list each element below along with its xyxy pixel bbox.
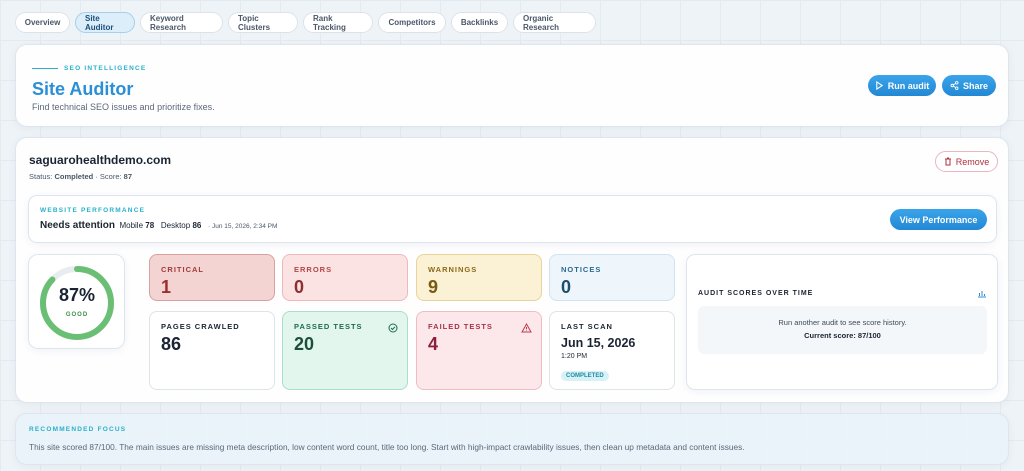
button-label: View Performance xyxy=(899,214,978,225)
eyebrow: WEBSITE PERFORMANCE xyxy=(40,207,146,214)
warning-icon xyxy=(521,320,532,338)
remove-button[interactable]: Remove xyxy=(935,151,998,172)
stat-card: WARNINGS 9 xyxy=(416,254,542,301)
mobile-score: 78 xyxy=(145,221,155,230)
icon xyxy=(521,322,532,333)
trash-icon xyxy=(944,157,951,166)
stat-label: NOTICES xyxy=(561,265,602,274)
tab[interactable]: Backlinks xyxy=(451,12,508,33)
tab[interactable]: Site Auditor xyxy=(75,12,135,33)
tab[interactable]: Competitors xyxy=(378,12,446,33)
gauge-card: 87% GOOD xyxy=(28,254,125,349)
tab[interactable]: Topic Clusters xyxy=(228,12,298,33)
gauge: 87% GOOD xyxy=(40,266,114,340)
rule xyxy=(32,68,58,69)
site-card: saguarohealthdemo.com Status: Completed … xyxy=(15,137,1009,403)
focus-card: RECOMMENDED FOCUS This site scored 87/10… xyxy=(15,413,1009,465)
tab[interactable]: Keyword Research xyxy=(140,12,223,33)
scan-status: COMPLETED xyxy=(561,371,609,381)
gauge-label: 87% xyxy=(59,285,95,305)
focus-text: This site scored 87/100. The main issues… xyxy=(29,442,745,452)
mobile-label: Mobile xyxy=(119,221,144,230)
tab[interactable]: Overview xyxy=(15,12,70,33)
status: Completed xyxy=(54,172,94,181)
domain: saguarohealthdemo.com xyxy=(29,153,172,167)
stat-label: LAST SCAN xyxy=(561,322,613,331)
view-performance-button[interactable]: View Performance xyxy=(890,209,987,230)
status-line: Status: Completed · Score: 87 xyxy=(29,172,132,181)
history-message: Run another audit to see score history. xyxy=(778,318,907,327)
eyebrow: SEO INTELLIGENCE xyxy=(64,65,147,72)
run-audit-button[interactable]: Run audit xyxy=(868,75,936,96)
history-empty: Run another audit to see score history. … xyxy=(698,306,987,354)
stat-value: 9 xyxy=(428,277,439,297)
stat-value: 86 xyxy=(161,334,182,354)
stat-value: 20 xyxy=(294,334,315,354)
chart-icon xyxy=(978,291,986,298)
score: 87 xyxy=(123,172,133,181)
stat-label: FAILED TESTS xyxy=(428,322,493,331)
performance-card: WEBSITE PERFORMANCE Needs attention Mobi… xyxy=(28,195,997,243)
subtitle: Find technical SEO issues and prioritize… xyxy=(32,102,215,112)
play-icon xyxy=(876,81,883,90)
desktop-score: 86 xyxy=(192,221,202,230)
stat-card: PAGES CRAWLED 86 xyxy=(149,311,275,390)
score-label: · Score: xyxy=(95,172,122,181)
stat-card: ERRORS 0 xyxy=(282,254,408,301)
share-button[interactable]: Share xyxy=(942,75,996,96)
stat-value: 0 xyxy=(561,277,572,297)
history-current: Current score: 87/100 xyxy=(804,331,881,340)
last-scan-card: LAST SCAN Jun 15, 2026 1:20 PM COMPLETED xyxy=(549,311,675,390)
tab[interactable]: Rank Tracking xyxy=(303,12,373,33)
page-title: Site Auditor xyxy=(32,79,134,99)
stat-label: WARNINGS xyxy=(428,265,478,274)
history-title: AUDIT SCORES OVER TIME xyxy=(698,290,814,297)
stat-card: NOTICES 0 xyxy=(549,254,675,301)
date: · Jun 15, 2026, 2:34 PM xyxy=(208,223,278,230)
stat-label: CRITICAL xyxy=(161,265,204,274)
desktop-label: Desktop xyxy=(160,221,191,230)
stat-card: CRITICAL 1 xyxy=(149,254,275,301)
stat-label: ERRORS xyxy=(294,265,333,274)
header-card: SEO INTELLIGENCE Site Auditor Find techn… xyxy=(15,44,1009,127)
tab[interactable]: Organic Research xyxy=(513,12,596,33)
stat-card: FAILED TESTS 4 xyxy=(416,311,542,390)
button-label: Run audit xyxy=(887,80,930,91)
stat-label: PAGES CRAWLED xyxy=(161,322,240,331)
stat-value: 4 xyxy=(428,334,439,354)
stat-card: PASSED TESTS 20 xyxy=(282,311,408,390)
check-icon xyxy=(388,320,398,338)
stat-value: 0 xyxy=(294,277,305,297)
stat-label: PASSED TESTS xyxy=(294,322,363,331)
button-label: Remove xyxy=(955,156,990,167)
gauge-rating: GOOD xyxy=(66,312,88,318)
status-label: Status: xyxy=(29,172,53,181)
gauge-arc xyxy=(40,266,114,340)
history-card: AUDIT SCORES OVER TIME Run another audit… xyxy=(686,254,998,390)
scan-date: Jun 15, 2026 xyxy=(561,336,636,350)
stat-value: 1 xyxy=(161,277,172,297)
focus-title: RECOMMENDED FOCUS xyxy=(29,426,127,433)
button-label: Share xyxy=(962,80,988,91)
verdict: Needs attention xyxy=(40,220,116,231)
icon xyxy=(388,323,398,333)
share-icon xyxy=(950,81,959,90)
scan-time: 1:20 PM xyxy=(561,353,588,360)
performance-line: Needs attention Mobile 78 Desktop 86 · J… xyxy=(40,220,277,231)
